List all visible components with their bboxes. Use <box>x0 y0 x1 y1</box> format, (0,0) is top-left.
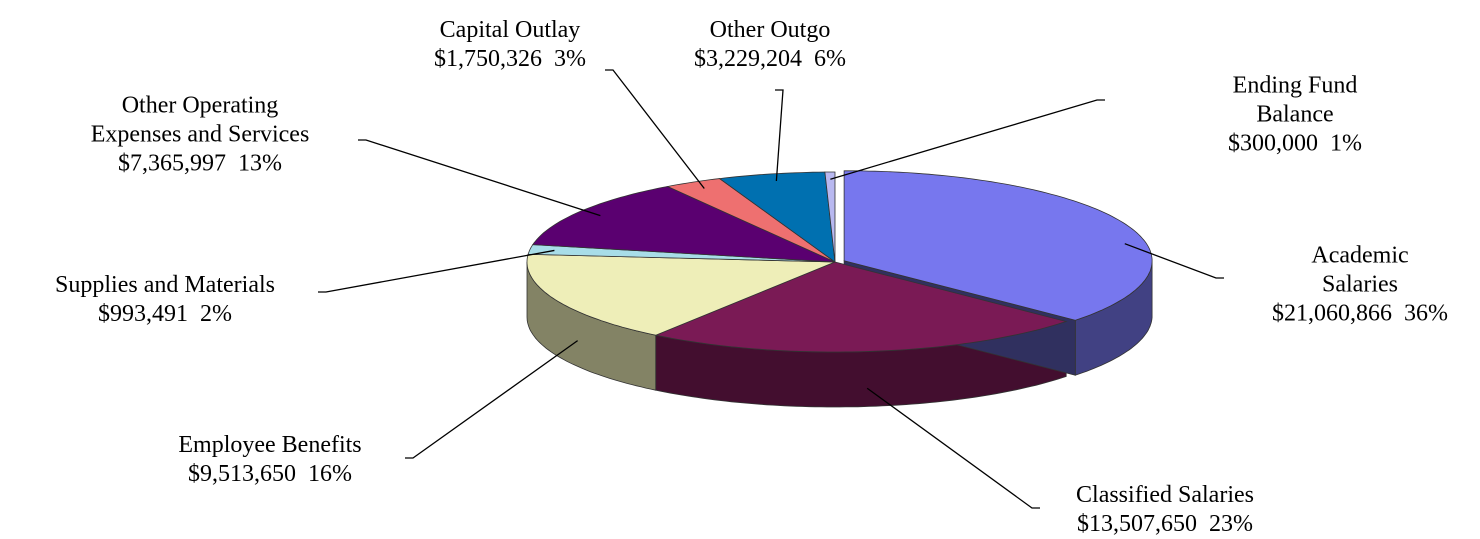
value-line: $7,365,997 13% <box>91 150 310 179</box>
percent-label: 2% <box>200 301 232 327</box>
percent-label: 36% <box>1404 300 1448 327</box>
slice-label: Employee Benefits $9,513,650 16% <box>178 431 361 489</box>
category-label: Other Operating Expenses and Services <box>90 92 310 148</box>
slice <box>718 171 836 263</box>
percent-label: 23% <box>1209 511 1253 537</box>
slice <box>654 261 1068 353</box>
category-label: Capital Outlay <box>439 17 581 43</box>
value-line: $993,491 2% <box>55 300 275 329</box>
leader-line <box>605 69 705 189</box>
category-label: Academic Salaries <box>1311 242 1409 298</box>
category-label: Other Outgo <box>709 17 831 43</box>
slice <box>824 171 836 263</box>
value-label: $993,491 <box>98 301 188 327</box>
leader-line <box>830 99 1105 180</box>
percent-label: 13% <box>237 150 282 177</box>
value-label: $7,365,997 <box>117 150 226 177</box>
leader-line <box>405 340 579 459</box>
percent-label: 16% <box>308 461 352 487</box>
category-label: Classified Salaries <box>1076 482 1254 508</box>
value-line: $21,060,866 36% <box>1272 300 1448 329</box>
category-label: Ending Fund Balance <box>1232 72 1358 128</box>
value-line: $3,229,204 6% <box>694 45 846 74</box>
slice <box>532 186 836 263</box>
leader-line <box>775 89 784 182</box>
value-line: $13,507,650 23% <box>1076 510 1254 539</box>
value-line: $1,750,326 3% <box>434 45 586 74</box>
slice-label: Capital Outlay $1,750,326 3% <box>434 16 586 74</box>
percent-label: 6% <box>814 46 846 72</box>
slice-label: Classified Salaries $13,507,650 23% <box>1076 481 1254 539</box>
value-label: $9,513,650 <box>188 461 296 487</box>
slice <box>843 170 1153 321</box>
leader-line <box>358 139 601 217</box>
percent-label: 3% <box>554 46 586 72</box>
value-label: $3,229,204 <box>694 46 802 72</box>
leader-line <box>866 387 1040 509</box>
slice-label: Other Outgo $3,229,204 6% <box>694 16 846 74</box>
slice-label: Academic Salaries $21,060,866 36% <box>1272 242 1448 329</box>
slice <box>526 253 836 336</box>
value-label: $13,507,650 <box>1077 511 1197 537</box>
slice-label: Supplies and Materials $993,491 2% <box>55 271 275 329</box>
leader-line <box>1124 243 1224 279</box>
percent-label: 1% <box>1330 130 1362 157</box>
value-label: $300,000 <box>1228 130 1318 157</box>
value-line: $300,000 1% <box>1203 130 1388 159</box>
category-label: Supplies and Materials <box>55 272 275 298</box>
value-line: $9,513,650 16% <box>178 460 361 489</box>
value-label: $1,750,326 <box>434 46 542 72</box>
value-label: $21,060,866 <box>1272 300 1392 327</box>
leader-line <box>318 249 555 293</box>
slice <box>666 178 836 263</box>
slice-label: Ending Fund Balance $300,000 1% <box>1203 72 1388 159</box>
category-label: Employee Benefits <box>178 432 362 458</box>
slice-label: Other Operating Expenses and Services $7,… <box>91 92 310 179</box>
